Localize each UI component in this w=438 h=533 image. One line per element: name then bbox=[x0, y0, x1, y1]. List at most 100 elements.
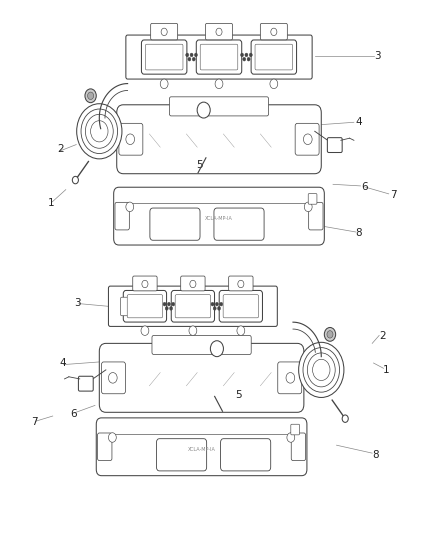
FancyBboxPatch shape bbox=[98, 433, 112, 461]
Text: 7: 7 bbox=[31, 417, 37, 427]
Circle shape bbox=[247, 58, 250, 61]
FancyBboxPatch shape bbox=[119, 123, 143, 155]
Circle shape bbox=[109, 433, 116, 442]
Circle shape bbox=[167, 302, 170, 306]
Circle shape bbox=[218, 306, 221, 310]
Text: 3: 3 bbox=[374, 51, 381, 61]
Circle shape bbox=[77, 104, 122, 159]
Circle shape bbox=[243, 58, 246, 61]
Circle shape bbox=[109, 373, 117, 383]
FancyBboxPatch shape bbox=[255, 44, 293, 70]
Circle shape bbox=[270, 79, 278, 88]
FancyBboxPatch shape bbox=[221, 439, 271, 471]
FancyBboxPatch shape bbox=[278, 362, 302, 394]
Circle shape bbox=[211, 302, 214, 306]
FancyBboxPatch shape bbox=[309, 203, 323, 230]
FancyBboxPatch shape bbox=[145, 44, 183, 70]
FancyBboxPatch shape bbox=[181, 276, 205, 291]
Circle shape bbox=[189, 326, 197, 335]
Text: 4: 4 bbox=[59, 358, 66, 368]
Circle shape bbox=[85, 89, 96, 103]
Circle shape bbox=[85, 114, 113, 148]
Text: 1: 1 bbox=[383, 365, 390, 375]
Text: 6: 6 bbox=[70, 409, 77, 419]
Text: 3: 3 bbox=[74, 297, 81, 308]
Circle shape bbox=[271, 28, 277, 36]
Circle shape bbox=[220, 302, 223, 306]
Circle shape bbox=[88, 92, 94, 100]
Circle shape bbox=[165, 306, 168, 310]
FancyBboxPatch shape bbox=[133, 276, 157, 291]
FancyBboxPatch shape bbox=[291, 433, 306, 461]
Circle shape bbox=[161, 28, 167, 36]
Circle shape bbox=[190, 280, 196, 288]
Text: XCLA-MP-IA: XCLA-MP-IA bbox=[187, 447, 215, 452]
FancyBboxPatch shape bbox=[200, 44, 238, 70]
Text: 5: 5 bbox=[235, 390, 242, 400]
FancyBboxPatch shape bbox=[251, 40, 297, 74]
Text: XCLA-MP-IA: XCLA-MP-IA bbox=[205, 216, 233, 221]
Text: 5: 5 bbox=[196, 160, 203, 169]
Circle shape bbox=[324, 327, 336, 341]
Circle shape bbox=[172, 302, 175, 306]
FancyBboxPatch shape bbox=[229, 276, 253, 291]
FancyBboxPatch shape bbox=[96, 418, 307, 475]
Circle shape bbox=[170, 306, 173, 310]
Circle shape bbox=[299, 342, 344, 398]
Text: 2: 2 bbox=[57, 144, 64, 154]
Circle shape bbox=[237, 326, 245, 335]
Circle shape bbox=[249, 53, 252, 57]
Circle shape bbox=[313, 359, 330, 381]
Circle shape bbox=[72, 176, 78, 184]
Text: 8: 8 bbox=[355, 228, 362, 238]
Circle shape bbox=[142, 280, 148, 288]
Circle shape bbox=[190, 53, 193, 57]
Text: 6: 6 bbox=[361, 182, 368, 192]
FancyBboxPatch shape bbox=[214, 208, 264, 240]
FancyBboxPatch shape bbox=[150, 208, 200, 240]
Circle shape bbox=[327, 330, 333, 338]
FancyBboxPatch shape bbox=[152, 335, 251, 354]
Circle shape bbox=[188, 58, 191, 61]
Circle shape bbox=[307, 353, 335, 387]
FancyBboxPatch shape bbox=[141, 40, 187, 74]
FancyBboxPatch shape bbox=[114, 187, 324, 245]
Circle shape bbox=[304, 134, 312, 144]
Text: 4: 4 bbox=[355, 117, 362, 127]
Circle shape bbox=[126, 134, 134, 144]
Circle shape bbox=[238, 280, 244, 288]
FancyBboxPatch shape bbox=[219, 290, 262, 322]
FancyBboxPatch shape bbox=[291, 424, 300, 435]
FancyBboxPatch shape bbox=[115, 203, 129, 230]
FancyBboxPatch shape bbox=[308, 193, 317, 204]
FancyBboxPatch shape bbox=[171, 290, 215, 322]
Circle shape bbox=[213, 306, 216, 310]
Text: 8: 8 bbox=[372, 450, 379, 460]
Circle shape bbox=[286, 373, 295, 383]
FancyBboxPatch shape bbox=[175, 295, 211, 318]
FancyBboxPatch shape bbox=[102, 362, 125, 394]
Circle shape bbox=[210, 341, 223, 357]
FancyBboxPatch shape bbox=[170, 97, 268, 116]
Circle shape bbox=[186, 53, 189, 57]
Circle shape bbox=[240, 53, 244, 57]
FancyBboxPatch shape bbox=[295, 123, 319, 155]
FancyBboxPatch shape bbox=[123, 290, 166, 322]
FancyBboxPatch shape bbox=[78, 376, 93, 391]
FancyBboxPatch shape bbox=[121, 297, 129, 316]
Circle shape bbox=[245, 53, 248, 57]
Circle shape bbox=[342, 415, 348, 422]
FancyBboxPatch shape bbox=[196, 40, 242, 74]
Circle shape bbox=[215, 79, 223, 88]
FancyBboxPatch shape bbox=[127, 295, 162, 318]
FancyBboxPatch shape bbox=[327, 138, 342, 152]
Text: 2: 2 bbox=[379, 332, 385, 342]
Circle shape bbox=[215, 302, 219, 306]
Circle shape bbox=[81, 109, 117, 154]
FancyBboxPatch shape bbox=[205, 23, 233, 40]
Circle shape bbox=[126, 202, 134, 212]
FancyBboxPatch shape bbox=[223, 295, 258, 318]
FancyBboxPatch shape bbox=[156, 439, 207, 471]
Text: 7: 7 bbox=[390, 190, 396, 200]
Circle shape bbox=[304, 202, 312, 212]
